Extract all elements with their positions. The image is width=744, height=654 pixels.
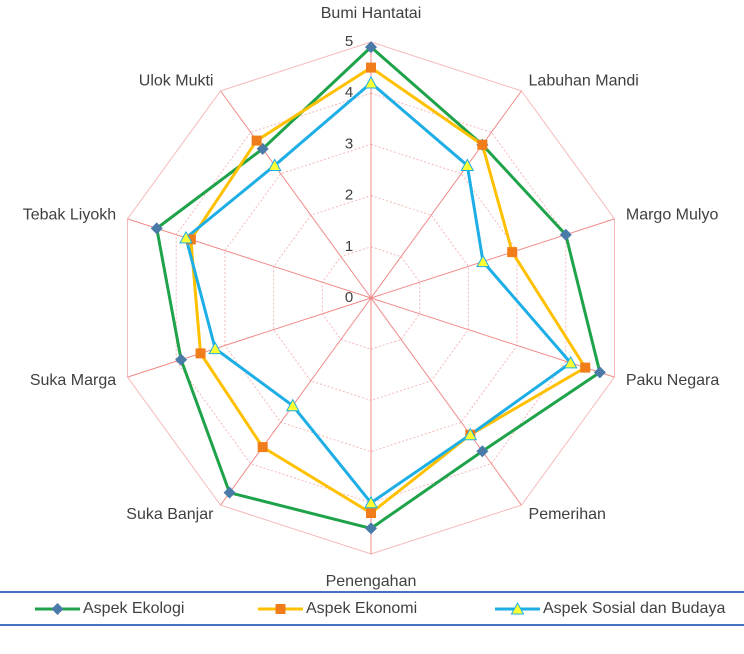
category-label: Tebak Liyokh xyxy=(23,206,116,223)
axis-spoke xyxy=(370,90,522,299)
marker xyxy=(563,355,578,369)
category-label: Penengahan xyxy=(326,573,417,590)
marker xyxy=(285,398,300,412)
marker xyxy=(366,62,376,73)
marker xyxy=(150,222,163,235)
axis-spoke xyxy=(127,297,372,378)
marker xyxy=(275,604,286,614)
category-label: Paku Negara xyxy=(626,372,719,389)
category-label: Suka Banjar xyxy=(126,506,214,523)
marker xyxy=(256,142,269,155)
marker xyxy=(460,158,475,171)
marker xyxy=(477,139,488,150)
marker xyxy=(365,522,377,535)
marker xyxy=(195,348,206,359)
tick-label: 5 xyxy=(345,33,353,50)
tick-label: 2 xyxy=(345,187,353,204)
tick-label: 0 xyxy=(345,289,353,306)
category-label: Pemerihan xyxy=(529,506,606,523)
category-label: Labuhan Mandi xyxy=(529,72,639,89)
marker xyxy=(366,508,376,519)
marker xyxy=(223,486,236,499)
legend-label: Aspek Ekologi xyxy=(83,600,184,617)
axis-spoke xyxy=(220,90,372,299)
tick-label: 3 xyxy=(345,135,353,152)
marker xyxy=(476,445,489,458)
axis-spoke xyxy=(220,297,372,506)
legend-label: Aspek Sosial dan Budaya xyxy=(543,600,725,617)
marker xyxy=(364,75,378,89)
marker xyxy=(593,366,606,379)
marker xyxy=(257,442,268,453)
category-label: Margo Mulyo xyxy=(626,206,719,223)
marker xyxy=(463,427,478,441)
tick-label: 1 xyxy=(345,238,353,255)
marker xyxy=(51,603,64,615)
marker xyxy=(507,247,518,258)
axis-spoke xyxy=(370,297,522,506)
axis-spoke xyxy=(370,218,615,299)
marker xyxy=(208,341,223,355)
grid-ring xyxy=(321,246,421,350)
marker xyxy=(580,362,591,373)
category-label: Suka Marga xyxy=(30,372,116,389)
marker xyxy=(175,353,188,366)
marker xyxy=(365,41,377,54)
marker xyxy=(559,228,572,241)
marker xyxy=(267,158,282,171)
marker xyxy=(179,230,193,244)
category-label: Ulok Mukti xyxy=(139,72,214,89)
legend-label: Aspek Ekonomi xyxy=(306,600,417,617)
marker xyxy=(510,601,525,615)
tick-label: 4 xyxy=(345,84,353,101)
marker xyxy=(476,254,490,268)
marker xyxy=(364,495,378,509)
category-label: Bumi Hantatai xyxy=(321,5,422,22)
marker xyxy=(185,234,196,245)
marker xyxy=(251,135,262,146)
axis-spoke xyxy=(127,218,372,299)
